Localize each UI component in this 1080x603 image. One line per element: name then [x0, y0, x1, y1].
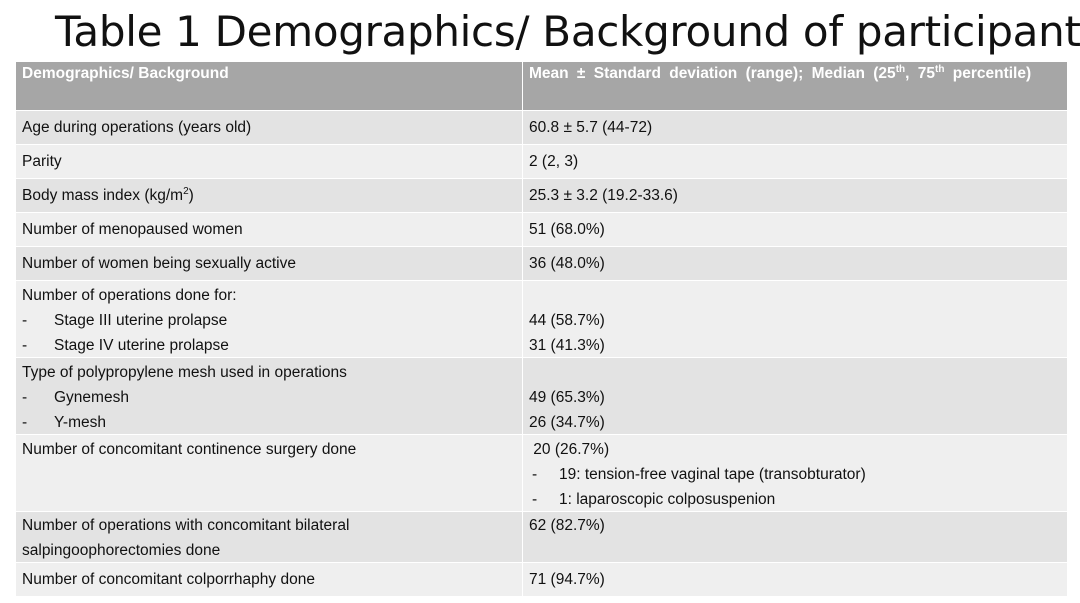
salpingo-label-line-1: Number of operations with concomitant bi…	[22, 517, 350, 534]
header-stat-text-2: , 75	[905, 65, 935, 82]
continence-total: 20 (26.7%)	[529, 441, 610, 458]
row-value: 20 (26.7%) - 19: tension-free vaginal tap…	[523, 435, 1067, 511]
dash-marker: -	[22, 414, 28, 431]
bmi-label-close: )	[188, 187, 194, 204]
spacer	[529, 283, 1061, 308]
table-row-bmi: Body mass index (kg/m2) 25.3 ± 3.2 (19.2…	[16, 179, 1067, 213]
list-item-value: 44 (58.7%)	[529, 312, 605, 329]
slide-title: Table 1 Demographics/ Background of part…	[55, 7, 1080, 56]
header-cell-demographics: Demographics/ Background	[16, 62, 523, 110]
row-value: 51 (68.0%)	[529, 221, 605, 238]
row-value: 25.3 ± 3.2 (19.2-33.6)	[529, 187, 678, 204]
dash-marker: -	[22, 337, 28, 354]
spacer	[529, 360, 1061, 385]
row-value: 71 (94.7%)	[529, 571, 605, 588]
table-row-mesh: Type of polypropylene mesh used in opera…	[16, 358, 1067, 435]
list-item-value: 26 (34.7%)	[529, 414, 605, 431]
table-row-parity: Parity 2 (2, 3)	[16, 145, 1067, 179]
demographics-table: Demographics/ Background Mean ± Standard…	[16, 62, 1067, 597]
row-label: Number of concomitant continence surgery…	[16, 435, 523, 511]
list-item: - 19: tension-free vaginal tape (transobt…	[529, 462, 1061, 487]
table-row-salpingo: Number of operations with concomitant bi…	[16, 512, 1067, 563]
list-item-value: 49 (65.3%)	[529, 389, 605, 406]
list-item: - 1: laparoscopic colposuspenion	[529, 487, 1061, 511]
row-label: Type of polypropylene mesh used in opera…	[16, 358, 523, 434]
row-value: 60.8 ± 5.7 (44-72)	[529, 119, 653, 136]
table-row-sexually-active: Number of women being sexually active 36…	[16, 247, 1067, 281]
header-stat-sup-2: th	[935, 63, 945, 75]
table-row-continence: Number of concomitant continence surgery…	[16, 435, 1067, 512]
dash-marker: -	[22, 389, 28, 406]
header-stat-sup-1: th	[895, 63, 906, 75]
header-cell-statistics: Mean ± Standard deviation (range); Media…	[523, 62, 1067, 110]
row-label: Age during operations (years old)	[16, 111, 523, 144]
salpingo-label-line-2: salpingoophorectomies done	[22, 542, 221, 559]
list-item-text: 19: tension-free vaginal tape (transobtu…	[559, 466, 866, 483]
table-row-menopause: Number of menopaused women 51 (68.0%)	[16, 213, 1067, 247]
row-label: Number of menopaused women	[16, 213, 523, 246]
bmi-label-text: Body mass index (kg/m	[22, 187, 184, 204]
row-label: Body mass index (kg/m2)	[16, 179, 523, 212]
list-item-text: 1: laparoscopic colposuspenion	[559, 491, 776, 508]
list-item: - Stage IV uterine prolapse	[22, 333, 516, 357]
dash-marker: -	[532, 491, 538, 508]
dash-marker: -	[22, 312, 28, 329]
row-value: 44 (58.7%) 31 (41.3%)	[523, 281, 1067, 357]
row-label: Number of operations with concomitant bi…	[16, 512, 523, 562]
list-item-value: 31 (41.3%)	[529, 337, 605, 354]
list-item: - Stage III uterine prolapse	[22, 308, 516, 333]
mesh-label: Type of polypropylene mesh used in opera…	[22, 364, 347, 381]
table-header-row: Demographics/ Background Mean ± Standard…	[16, 62, 1067, 111]
dash-marker: -	[532, 466, 538, 483]
table-row-operations: Number of operations done for: - Stage II…	[16, 281, 1067, 358]
bmi-label-sup: 2	[183, 185, 189, 197]
row-label: Parity	[16, 145, 523, 178]
row-value: 36 (48.0%)	[529, 255, 605, 272]
row-value: 49 (65.3%) 26 (34.7%)	[523, 358, 1067, 434]
table-row-age: Age during operations (years old) 60.8 ±…	[16, 111, 1067, 145]
list-item-label: Stage IV uterine prolapse	[54, 337, 229, 354]
row-value: 62 (82.7%)	[529, 517, 605, 534]
row-value: 2 (2, 3)	[529, 153, 579, 170]
operations-label: Number of operations done for:	[22, 287, 237, 304]
row-label: Number of concomitant colporrhaphy done	[16, 563, 523, 596]
list-item-label: Y-mesh	[54, 414, 106, 431]
list-item: - Y-mesh	[22, 410, 516, 434]
table-row-colporrhaphy: Number of concomitant colporrhaphy done …	[16, 563, 1067, 597]
header-stat-text-3: percentile)	[944, 65, 1032, 82]
row-label: Number of operations done for: - Stage II…	[16, 281, 523, 357]
list-item-label: Stage III uterine prolapse	[54, 312, 228, 329]
header-stat-text-1: Mean ± Standard deviation (range); Media…	[529, 65, 896, 82]
list-item-label: Gynemesh	[54, 389, 129, 406]
list-item: - Gynemesh	[22, 385, 516, 410]
row-label: Number of women being sexually active	[16, 247, 523, 280]
